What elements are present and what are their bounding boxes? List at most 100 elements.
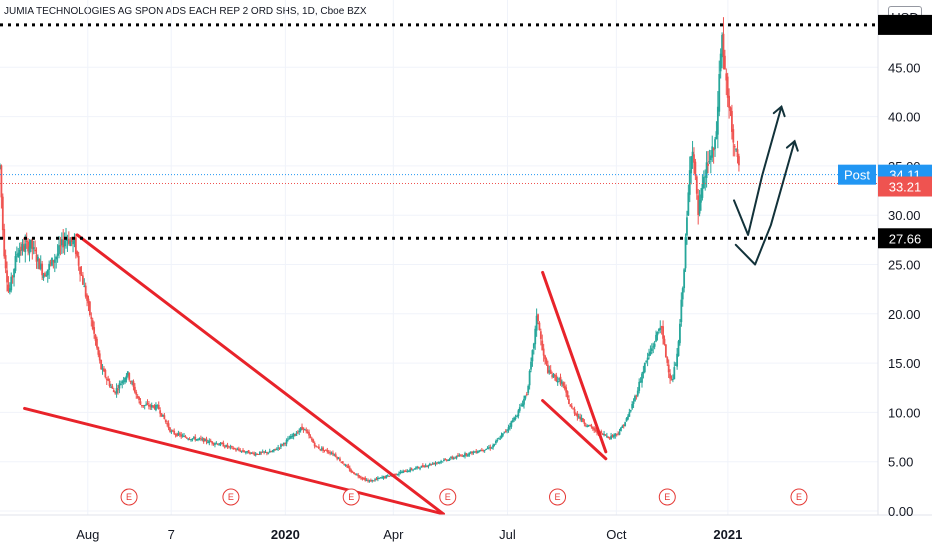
candle-body (20, 246, 22, 251)
candle-body (702, 176, 705, 189)
candle (502, 433, 504, 437)
candle (350, 468, 353, 474)
earnings-marker: E (120, 488, 138, 506)
candle (96, 336, 98, 350)
candle-body (513, 417, 516, 421)
candle-body (66, 239, 69, 242)
candle-body (160, 413, 163, 417)
candle-body (230, 446, 233, 448)
candle-body (655, 334, 657, 342)
x-tick-label: 2021 (713, 527, 742, 542)
x-tick-label: 7 (168, 527, 175, 542)
candle-body (712, 148, 715, 151)
candle-body (669, 373, 671, 379)
candle-body (22, 245, 25, 251)
candle-body (87, 298, 90, 304)
candle-body (708, 161, 711, 163)
candle-body (568, 398, 570, 405)
candle-body (663, 338, 666, 345)
candle (240, 450, 243, 454)
candle-body (435, 462, 438, 464)
candle-body (225, 444, 228, 447)
candle-body (8, 288, 11, 292)
candle (621, 424, 624, 429)
candle-body (388, 475, 391, 477)
candle-body (180, 434, 183, 437)
candle (608, 436, 611, 440)
candle (479, 449, 482, 452)
candle-body (428, 463, 431, 466)
candle-body (159, 410, 162, 414)
candle-body (659, 327, 662, 330)
candle-body (641, 373, 643, 383)
candle (176, 432, 178, 437)
candle (339, 456, 341, 462)
candle (480, 447, 483, 452)
candle-body (416, 466, 419, 468)
candle (420, 465, 423, 468)
candle-body (250, 452, 253, 454)
candle-body (427, 465, 430, 467)
candle (149, 403, 152, 410)
earnings-marker-circle (790, 488, 808, 506)
candle (53, 253, 56, 273)
candle (707, 151, 709, 174)
candle-body (417, 466, 420, 468)
candle-body (532, 343, 535, 349)
candle-body (487, 447, 490, 449)
candle (59, 236, 62, 256)
candle (471, 451, 473, 456)
candle-body (346, 465, 348, 467)
candle (691, 140, 694, 169)
candle-body (80, 274, 83, 276)
candle (697, 188, 700, 225)
candle (226, 442, 229, 449)
candle-body (305, 429, 308, 432)
candle-body (337, 458, 340, 460)
candle (617, 431, 620, 436)
candle (604, 434, 607, 436)
candle (14, 251, 17, 274)
candle-body (563, 385, 566, 389)
candle (680, 292, 683, 327)
candle (541, 334, 544, 351)
candle (42, 272, 45, 281)
candle (704, 169, 707, 191)
candle (341, 461, 344, 464)
candle (679, 319, 681, 346)
candle (317, 444, 320, 450)
candle (556, 376, 559, 386)
candle (715, 121, 718, 140)
candle-body (396, 474, 399, 476)
candle (695, 174, 698, 200)
candle-body (73, 239, 76, 243)
candle (438, 461, 441, 465)
candle-body (539, 331, 542, 339)
candle-body (187, 438, 190, 440)
candle (496, 437, 499, 443)
candle (376, 476, 379, 482)
candle-body (479, 450, 482, 452)
candle-body (236, 449, 239, 451)
candle-body (353, 472, 355, 475)
candle (348, 465, 351, 472)
candle (681, 286, 684, 307)
candle-body (412, 469, 414, 471)
candle (503, 431, 506, 434)
candle (551, 371, 553, 379)
candle (25, 232, 28, 249)
candle-body (723, 55, 726, 70)
candle (511, 417, 514, 423)
candle (11, 274, 14, 284)
candle-body (514, 417, 517, 419)
candle (559, 373, 562, 386)
candle-body (464, 453, 466, 457)
candle-body (277, 447, 280, 449)
candle-body (607, 436, 610, 438)
candle-body (138, 396, 140, 401)
candle (313, 441, 316, 449)
earnings-marker-circle (342, 488, 360, 506)
candle (636, 387, 639, 398)
candle (83, 278, 86, 288)
